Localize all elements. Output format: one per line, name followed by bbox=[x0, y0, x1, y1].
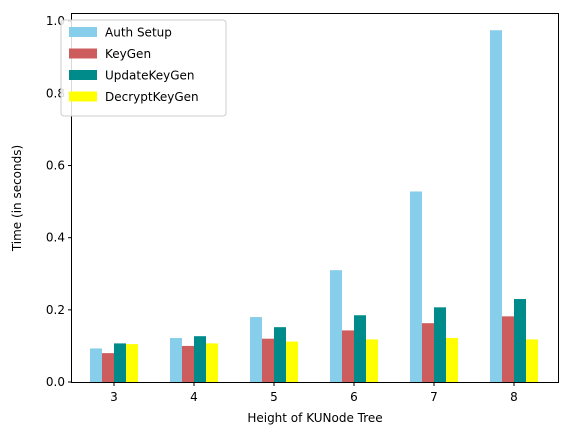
y-tick-label: 0.4 bbox=[46, 231, 65, 245]
bar-auth-setup-5 bbox=[250, 317, 262, 382]
bar-keygen-3 bbox=[102, 353, 114, 382]
legend-swatch bbox=[69, 70, 97, 80]
y-tick-label: 0.2 bbox=[46, 303, 65, 317]
legend: Auth Setup KeyGen UpdateKeyGen DecryptKeyGe… bbox=[60, 19, 227, 117]
x-axis-label: Height of KUNode Tree bbox=[247, 411, 382, 425]
legend-label: Auth Setup bbox=[105, 26, 172, 40]
x-tick-label: 7 bbox=[430, 390, 438, 404]
x-tick-label: 4 bbox=[190, 390, 198, 404]
legend-label: DecryptKeyGen bbox=[105, 90, 199, 104]
y-tick-label: 0.0 bbox=[46, 375, 65, 389]
bar-keygen-5 bbox=[262, 338, 274, 382]
x-tick-label: 8 bbox=[510, 390, 518, 404]
bar-updatekeygen-5 bbox=[274, 327, 286, 382]
bar-updatekeygen-8 bbox=[514, 299, 526, 382]
legend-box bbox=[60, 19, 227, 117]
bar-updatekeygen-6 bbox=[354, 315, 366, 382]
bar-keygen-8 bbox=[502, 316, 514, 382]
legend-swatch bbox=[69, 91, 97, 102]
y-tick-label: 1.0 bbox=[46, 14, 65, 28]
bar-keygen-7 bbox=[422, 323, 434, 382]
legend-label: KeyGen bbox=[105, 47, 151, 61]
bar-keygen-6 bbox=[342, 330, 354, 382]
bar-updatekeygen-3 bbox=[114, 343, 126, 382]
x-tick-label: 6 bbox=[350, 390, 358, 404]
y-tick-label: 0.8 bbox=[46, 86, 65, 100]
bar-keygen-4 bbox=[182, 345, 194, 382]
bar-auth-setup-4 bbox=[170, 337, 182, 382]
y-axis-label: Time (in seconds) bbox=[10, 145, 24, 252]
bar-decryptkeygen-3 bbox=[126, 344, 138, 382]
y-axis-ticks: 0.0 0.2 0.4 0.6 0.8 1.0 bbox=[46, 14, 72, 389]
bar-decryptkeygen-8 bbox=[526, 339, 538, 382]
y-tick-label: 0.6 bbox=[46, 159, 65, 173]
bar-decryptkeygen-7 bbox=[446, 337, 458, 382]
bar-auth-setup-7 bbox=[410, 191, 422, 382]
legend-swatch bbox=[69, 27, 97, 37]
bar-updatekeygen-4 bbox=[194, 336, 206, 382]
legend-label: UpdateKeyGen bbox=[105, 69, 195, 83]
bar-decryptkeygen-4 bbox=[206, 343, 218, 382]
bar-updatekeygen-7 bbox=[434, 307, 446, 382]
bar-decryptkeygen-5 bbox=[286, 341, 298, 382]
bar-auth-setup-8 bbox=[490, 30, 502, 383]
bar-auth-setup-3 bbox=[90, 348, 102, 382]
bars-group bbox=[90, 30, 538, 383]
x-tick-label: 5 bbox=[270, 390, 278, 404]
bar-decryptkeygen-6 bbox=[366, 339, 378, 382]
legend-swatch bbox=[69, 48, 97, 59]
bar-auth-setup-6 bbox=[330, 270, 342, 382]
x-tick-label: 3 bbox=[110, 390, 118, 404]
plot-frame bbox=[71, 13, 559, 383]
